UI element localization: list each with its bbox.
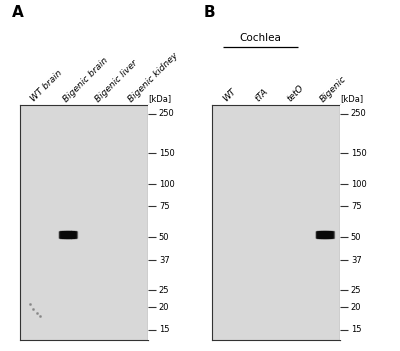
Text: WT: WT bbox=[221, 87, 238, 104]
Text: 20: 20 bbox=[351, 303, 361, 312]
Text: Bigenic kidney: Bigenic kidney bbox=[126, 51, 179, 104]
Text: [kDa]: [kDa] bbox=[340, 94, 363, 104]
Text: 150: 150 bbox=[351, 148, 366, 158]
Text: 25: 25 bbox=[159, 286, 169, 295]
Text: tTA: tTA bbox=[254, 87, 270, 104]
Point bbox=[27, 301, 34, 307]
Text: 15: 15 bbox=[351, 325, 361, 334]
Text: Bigenic liver: Bigenic liver bbox=[94, 58, 140, 104]
Text: 15: 15 bbox=[159, 325, 169, 334]
Text: Bigenic brain: Bigenic brain bbox=[62, 55, 110, 104]
Text: 75: 75 bbox=[159, 202, 170, 211]
Text: 25: 25 bbox=[351, 286, 361, 295]
Text: 50: 50 bbox=[351, 233, 361, 242]
Point bbox=[34, 310, 40, 316]
Text: A: A bbox=[12, 5, 24, 20]
Point bbox=[37, 313, 44, 319]
Text: 37: 37 bbox=[351, 256, 362, 265]
Text: 250: 250 bbox=[159, 110, 174, 119]
Text: 37: 37 bbox=[159, 256, 170, 265]
Text: [kDa]: [kDa] bbox=[148, 94, 171, 104]
Text: 150: 150 bbox=[159, 148, 174, 158]
Text: 50: 50 bbox=[159, 233, 169, 242]
Text: WT brain: WT brain bbox=[29, 68, 64, 104]
Text: 100: 100 bbox=[351, 180, 366, 189]
Text: Cochlea: Cochlea bbox=[240, 33, 282, 43]
Text: tetO: tetO bbox=[286, 83, 306, 104]
Text: B: B bbox=[204, 5, 216, 20]
Point bbox=[30, 306, 36, 312]
Text: 75: 75 bbox=[351, 202, 362, 211]
Text: 20: 20 bbox=[159, 303, 169, 312]
Text: 250: 250 bbox=[351, 110, 366, 119]
Text: Bigenic: Bigenic bbox=[318, 74, 348, 104]
Text: 100: 100 bbox=[159, 180, 174, 189]
